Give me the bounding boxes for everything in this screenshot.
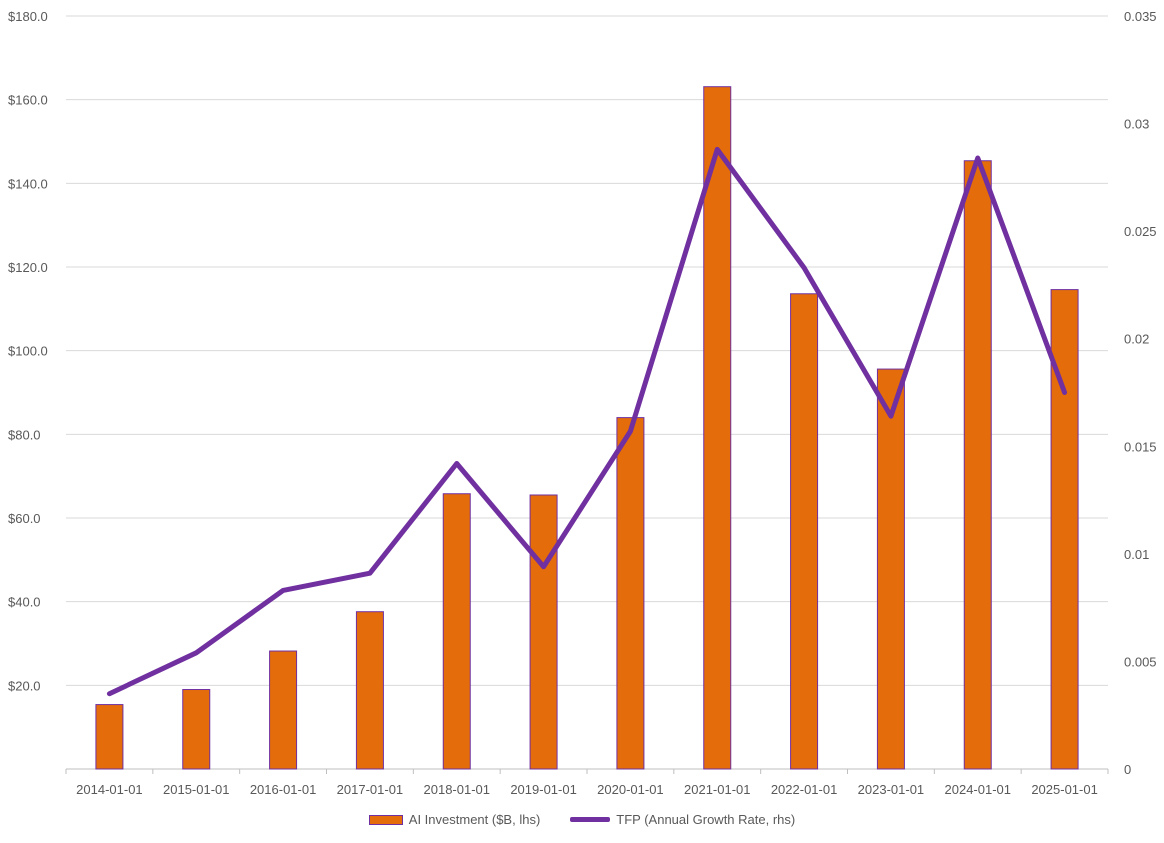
right-tick-label: 0.01 <box>1124 547 1149 562</box>
legend-label-line: TFP (Annual Growth Rate, rhs) <box>616 812 796 827</box>
left-tick-label: $180.0 <box>8 9 48 24</box>
legend-item-line: TFP (Annual Growth Rate, rhs) <box>570 812 795 827</box>
x-tick-label: 2017-01-01 <box>337 782 404 797</box>
left-tick-label: $60.0 <box>8 511 41 526</box>
bar <box>529 494 558 770</box>
line-point <box>195 652 197 654</box>
line-point <box>456 462 458 464</box>
left-tick-label: $40.0 <box>8 595 41 610</box>
legend-swatch-line <box>570 817 611 822</box>
left-tick-label: $120.0 <box>8 260 48 275</box>
combo-chart: $20.0 $40.0 $60.0 $80.0 $100.0 $120.0 $140.0 $1… <box>8 9 1157 797</box>
legend: AI Investment ($B, lhs) TFP (Annual Grow… <box>0 812 1164 827</box>
tfp-line <box>106 146 1068 697</box>
line-point <box>108 693 110 695</box>
line-point <box>1064 392 1066 393</box>
line-point <box>803 267 805 269</box>
line-point <box>716 148 718 150</box>
left-tick-label: $20.0 <box>8 678 41 693</box>
line-point <box>369 572 371 574</box>
left-tick-label: $80.0 <box>8 427 41 442</box>
line-point <box>543 566 545 568</box>
bar <box>182 689 211 770</box>
bar <box>963 160 992 770</box>
left-tick-label: $100.0 <box>8 344 48 359</box>
bar <box>442 493 471 770</box>
right-tick-label: 0.005 <box>1124 654 1157 669</box>
bar <box>876 368 905 770</box>
legend-label-bar: AI Investment ($B, lhs) <box>408 812 541 827</box>
x-tick-label: 2015-01-01 <box>163 782 230 797</box>
bar <box>703 86 732 770</box>
bar <box>355 611 384 770</box>
x-tick-label: 2016-01-01 <box>250 782 317 797</box>
right-tick-label: 0.035 <box>1124 9 1157 24</box>
left-tick-label: $160.0 <box>8 93 48 108</box>
right-tick-label: 0.02 <box>1124 332 1149 347</box>
x-tick-label: 2024-01-01 <box>945 782 1012 797</box>
bar <box>790 293 819 770</box>
bar <box>269 650 298 770</box>
x-tick-label: 2020-01-01 <box>597 782 664 797</box>
bar <box>95 704 124 770</box>
line-point <box>890 415 892 417</box>
x-tick-label: 2022-01-01 <box>771 782 838 797</box>
legend-item-bar: AI Investment ($B, lhs) <box>368 812 541 827</box>
x-tick-label: 2014-01-01 <box>76 782 143 797</box>
right-tick-label: 0.03 <box>1124 117 1149 132</box>
line-point <box>282 589 284 591</box>
x-tick-label: 2021-01-01 <box>684 782 751 797</box>
line-point <box>977 157 979 159</box>
right-tick-label: 0.015 <box>1124 439 1157 454</box>
bar <box>616 417 645 770</box>
left-tick-label: $140.0 <box>8 176 48 191</box>
x-tick-label: 2025-01-01 <box>1031 782 1098 797</box>
line-point <box>629 430 631 432</box>
x-tick-label: 2023-01-01 <box>858 782 925 797</box>
right-tick-label: 0 <box>1124 762 1131 777</box>
legend-swatch-bar <box>368 814 403 825</box>
right-tick-label: 0.025 <box>1124 224 1157 239</box>
x-tick-label: 2018-01-01 <box>424 782 491 797</box>
x-tick-label: 2019-01-01 <box>510 782 577 797</box>
